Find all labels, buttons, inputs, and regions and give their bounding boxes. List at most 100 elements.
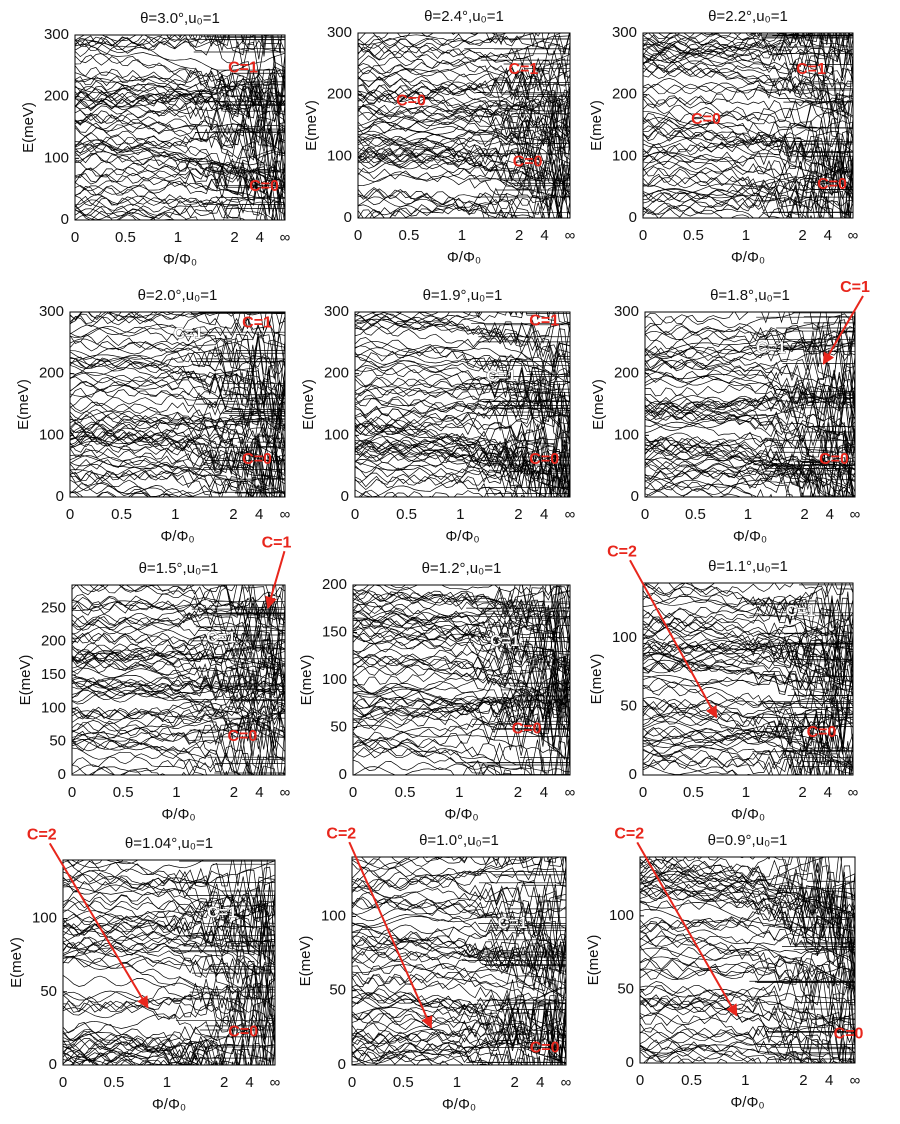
level-line [358, 103, 570, 176]
level-line [70, 448, 285, 497]
chern-label: C=0 [249, 178, 279, 195]
level-line [72, 676, 285, 760]
level-line [72, 764, 167, 775]
level-line [63, 988, 275, 1057]
level-line [63, 1038, 224, 1065]
level-line [70, 367, 285, 419]
plot-frame [644, 311, 856, 498]
level-line [643, 128, 853, 203]
chern-label: C=1 [262, 534, 292, 551]
level-line [643, 701, 853, 752]
x-tick-label: 0 [639, 227, 647, 244]
level-line [75, 110, 285, 156]
level-line [643, 158, 853, 204]
level-line [75, 152, 275, 220]
level-line [355, 417, 570, 481]
level-line [358, 94, 570, 116]
level-line [643, 97, 853, 142]
x-tick-label: 1 [741, 1072, 749, 1089]
level-line [643, 120, 853, 156]
y-axis-label: E(meV) [588, 100, 605, 151]
annotation-arrow [629, 559, 718, 719]
x-tick-label: 4 [245, 1074, 253, 1091]
level-line [358, 124, 570, 153]
x-tick-label: 0 [348, 1074, 356, 1091]
level-line [355, 450, 558, 497]
level-line [72, 764, 206, 775]
level-line [643, 33, 853, 71]
panel: θ=2.2°,u₀=1 E(meV) Φ/Φ₀ 0 100 200 300 0 0.5 1 2 4 ∞ C… [588, 8, 859, 266]
level-line [63, 860, 268, 895]
panel: θ=0.9°,u₀=1 E(meV) Φ/Φ₀ 0 50 100 0 0.5 1 2 4 ∞ C=2 C=… [585, 826, 864, 1111]
x-tick-label: 0 [68, 784, 76, 801]
level-line [358, 133, 569, 218]
level-line [353, 603, 570, 704]
level-line [63, 952, 275, 1018]
panel-title: θ=2.2°,u₀=1 [708, 8, 788, 25]
y-tick-label: 0 [58, 766, 66, 783]
x-tick-label: 1 [174, 229, 182, 246]
chern-label: C=0 [242, 451, 272, 468]
level-line [640, 857, 839, 904]
level-line [355, 312, 570, 376]
y-tick-label: 0 [49, 1056, 57, 1073]
level-line [75, 151, 285, 216]
x-tick-label: 0 [349, 784, 357, 801]
level-line [352, 986, 566, 1065]
level-line [643, 611, 853, 668]
level-line [358, 480, 568, 497]
level-line [645, 441, 853, 497]
level-line [72, 738, 285, 775]
chern-label: C=0 [512, 721, 542, 738]
level-line [72, 708, 285, 768]
level-line [645, 330, 855, 373]
y-tick-label: 100 [321, 907, 346, 924]
level-line [355, 434, 570, 497]
level-line [645, 407, 855, 480]
level-line [355, 415, 570, 474]
level-line [645, 367, 855, 411]
x-axis-label: Φ/Φ₀ [160, 528, 194, 545]
level-line [353, 724, 570, 760]
level-line [643, 739, 853, 775]
x-tick-label: 4 [824, 227, 832, 244]
level-line [75, 205, 199, 220]
x-tick-label: 1 [742, 227, 750, 244]
level-line [353, 653, 570, 761]
level-line [352, 857, 543, 890]
level-line [643, 727, 853, 769]
level-line [63, 902, 275, 923]
level-line [63, 1022, 275, 1061]
x-axis-label: Φ/Φ₀ [730, 1094, 764, 1111]
x-tick-label: 0 [636, 1072, 644, 1089]
chern-label: C=2 [27, 827, 57, 844]
y-axis-label: E(meV) [8, 937, 25, 988]
level-line [643, 117, 853, 214]
level-line [643, 681, 853, 750]
y-tick-label: 50 [617, 980, 634, 997]
level-line [352, 935, 566, 999]
level-line [643, 635, 853, 666]
level-line [72, 644, 285, 686]
level-line [643, 33, 758, 49]
level-line [640, 901, 855, 964]
chern-label: C=2 [607, 543, 637, 560]
level-line [352, 922, 566, 955]
level-line [353, 736, 563, 775]
level-line [358, 196, 570, 218]
level-line [643, 1055, 694, 1063]
spectrum-lines [358, 33, 570, 218]
x-tick-label: 1 [453, 1074, 461, 1091]
panel: θ=1.04°,u₀=1 E(meV) Φ/Φ₀ 0 50 100 0 0.5 1 2 4 ∞ C=2 C… [8, 827, 281, 1113]
level-line [645, 369, 855, 409]
spectrum-lines [353, 585, 570, 775]
level-line [355, 439, 570, 488]
level-line [643, 127, 853, 175]
x-tick-label: 0.5 [681, 1072, 702, 1089]
level-line [643, 713, 853, 775]
x-tick-label: 1 [171, 506, 179, 523]
level-line [358, 146, 570, 186]
level-line [75, 129, 285, 157]
level-line [352, 974, 566, 1022]
level-line [640, 1012, 852, 1063]
